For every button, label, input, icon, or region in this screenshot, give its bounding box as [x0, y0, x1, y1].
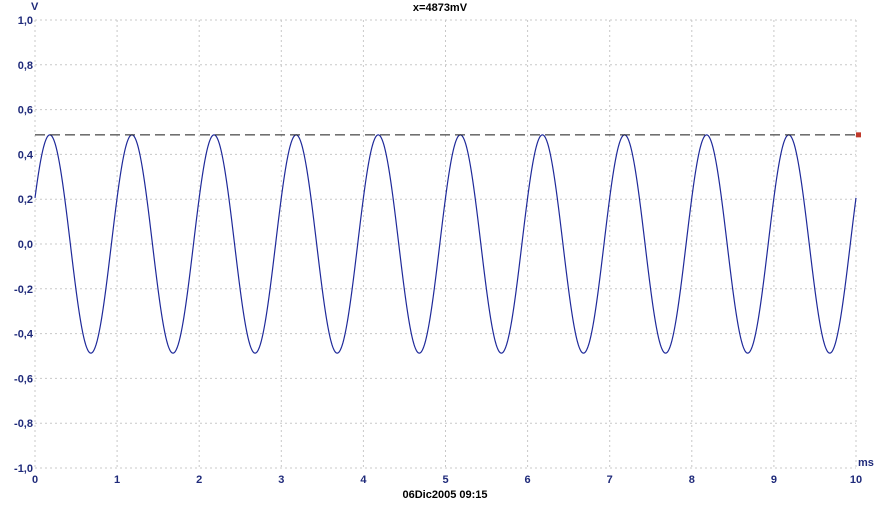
x-tick-label: 1	[114, 474, 120, 486]
x-tick-label: 2	[196, 474, 202, 486]
y-tick-label: 0,2	[18, 194, 33, 206]
x-tick-label: 8	[689, 474, 695, 486]
y-tick-label: 0,0	[18, 239, 33, 251]
cursor-marker[interactable]	[856, 132, 861, 138]
y-tick-label: 1,0	[18, 15, 33, 27]
x-tick-label: 4	[360, 474, 367, 486]
y-tick-label: 0,8	[18, 60, 33, 72]
x-tick-label: 5	[442, 474, 448, 486]
y-tick-label: -1,0	[14, 463, 33, 475]
x-tick-label: 3	[278, 474, 284, 486]
y-axis-ticks: 1,0 0,8 0,6 0,4 0,2 0,0 -0,2 -0,4 -0,6 -0,8 -1,0	[14, 15, 34, 475]
x-axis-label: ms	[858, 457, 874, 469]
x-tick-label: 7	[607, 474, 613, 486]
x-tick-label: 6	[525, 474, 531, 486]
x-tick-label: 9	[771, 474, 777, 486]
x-tick-label: 0	[32, 474, 38, 486]
y-axis-label: V	[31, 1, 39, 13]
timestamp: 06Dic2005 09:15	[402, 489, 487, 501]
cursor-readout: x=4873mV	[413, 2, 468, 14]
signal-trace	[34, 134, 857, 354]
y-tick-label: -0,4	[14, 329, 34, 341]
y-tick-label: -0,2	[14, 284, 33, 296]
x-axis-ticks: 0 1 2 3 4 5 6 7 8 9 10	[32, 474, 862, 486]
y-tick-label: 0,6	[18, 105, 33, 117]
y-tick-label: -0,8	[14, 418, 33, 430]
x-tick-label: 10	[850, 474, 862, 486]
y-tick-label: 0,4	[18, 149, 34, 161]
y-tick-label: -0,6	[14, 373, 33, 385]
grid	[34, 19, 857, 469]
